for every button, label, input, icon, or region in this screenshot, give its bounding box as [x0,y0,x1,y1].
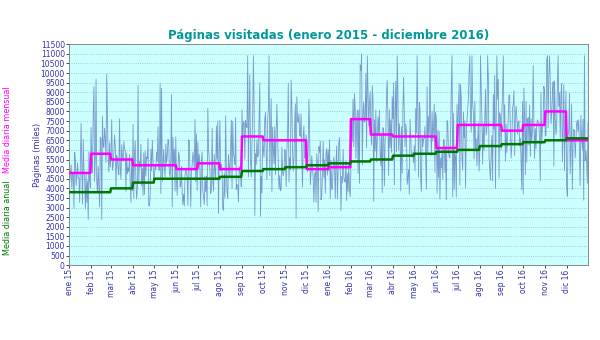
Text: Media diaria anual: Media diaria anual [2,180,12,255]
Text: Media diaria mensual: Media diaria mensual [2,86,12,172]
Title: Páginas visitadas (enero 2015 - diciembre 2016): Páginas visitadas (enero 2015 - diciembr… [168,29,489,41]
Y-axis label: Páginas (miles): Páginas (miles) [34,123,43,187]
